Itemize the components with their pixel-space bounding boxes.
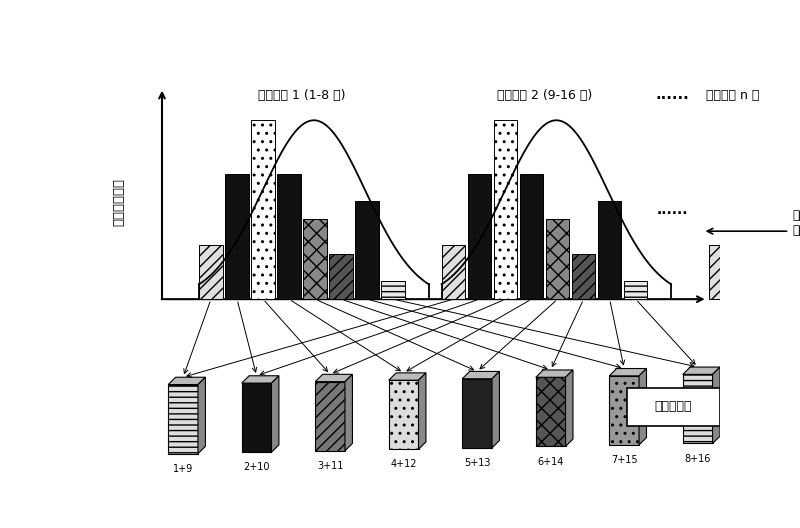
Polygon shape bbox=[536, 378, 566, 446]
Bar bbox=[442, 246, 465, 299]
Polygon shape bbox=[610, 376, 639, 445]
Polygon shape bbox=[566, 370, 573, 446]
Bar bbox=[251, 120, 275, 299]
Polygon shape bbox=[713, 367, 720, 444]
Bar bbox=[709, 246, 733, 299]
Polygon shape bbox=[345, 374, 353, 451]
Bar bbox=[226, 174, 249, 299]
Text: 3+11: 3+11 bbox=[317, 461, 343, 471]
Bar bbox=[303, 219, 327, 299]
Polygon shape bbox=[198, 377, 206, 454]
Polygon shape bbox=[682, 374, 713, 444]
Text: 8+16: 8+16 bbox=[685, 454, 711, 464]
Text: 已门控的帧: 已门控的帧 bbox=[654, 400, 692, 413]
Polygon shape bbox=[389, 373, 426, 380]
FancyBboxPatch shape bbox=[627, 388, 720, 426]
Bar bbox=[572, 254, 595, 299]
Bar bbox=[355, 201, 379, 299]
Text: 4+12: 4+12 bbox=[390, 459, 417, 469]
Text: 呼吸循环 1 (1-8 帧): 呼吸循环 1 (1-8 帧) bbox=[258, 89, 346, 102]
Polygon shape bbox=[242, 383, 271, 452]
Polygon shape bbox=[315, 374, 353, 382]
Bar bbox=[278, 174, 301, 299]
Bar bbox=[520, 174, 543, 299]
Polygon shape bbox=[389, 380, 418, 449]
Bar bbox=[546, 219, 570, 299]
Text: 锗光子变化率: 锗光子变化率 bbox=[112, 177, 125, 225]
Bar bbox=[199, 246, 222, 299]
Text: 5+13: 5+13 bbox=[464, 458, 490, 468]
Bar bbox=[624, 281, 647, 299]
Polygon shape bbox=[271, 376, 279, 452]
Polygon shape bbox=[168, 384, 198, 454]
Text: 2+10: 2+10 bbox=[243, 463, 270, 473]
Bar bbox=[598, 201, 622, 299]
Polygon shape bbox=[492, 371, 499, 448]
Polygon shape bbox=[682, 367, 720, 374]
Polygon shape bbox=[462, 371, 499, 379]
Bar bbox=[494, 120, 518, 299]
Polygon shape bbox=[315, 382, 345, 451]
Text: 肺呼吸容量变化
曲线: 肺呼吸容量变化 曲线 bbox=[793, 209, 800, 237]
Bar bbox=[382, 281, 405, 299]
Polygon shape bbox=[168, 377, 206, 384]
Text: ......: ...... bbox=[657, 203, 688, 216]
Text: ......: ...... bbox=[655, 87, 689, 102]
Polygon shape bbox=[639, 369, 646, 445]
Polygon shape bbox=[242, 376, 279, 383]
Polygon shape bbox=[462, 379, 492, 448]
Bar bbox=[330, 254, 353, 299]
Polygon shape bbox=[418, 373, 426, 449]
Text: 1+9: 1+9 bbox=[173, 464, 194, 474]
Text: 呼吸循环 n 帧: 呼吸循环 n 帧 bbox=[706, 89, 759, 102]
Text: 呼吸循环 2 (9-16 帧): 呼吸循环 2 (9-16 帧) bbox=[497, 89, 592, 102]
Polygon shape bbox=[536, 370, 573, 378]
Bar bbox=[735, 281, 758, 299]
Bar bbox=[468, 174, 491, 299]
Polygon shape bbox=[610, 369, 646, 376]
Text: 6+14: 6+14 bbox=[538, 457, 564, 467]
Text: 7+15: 7+15 bbox=[611, 455, 638, 465]
